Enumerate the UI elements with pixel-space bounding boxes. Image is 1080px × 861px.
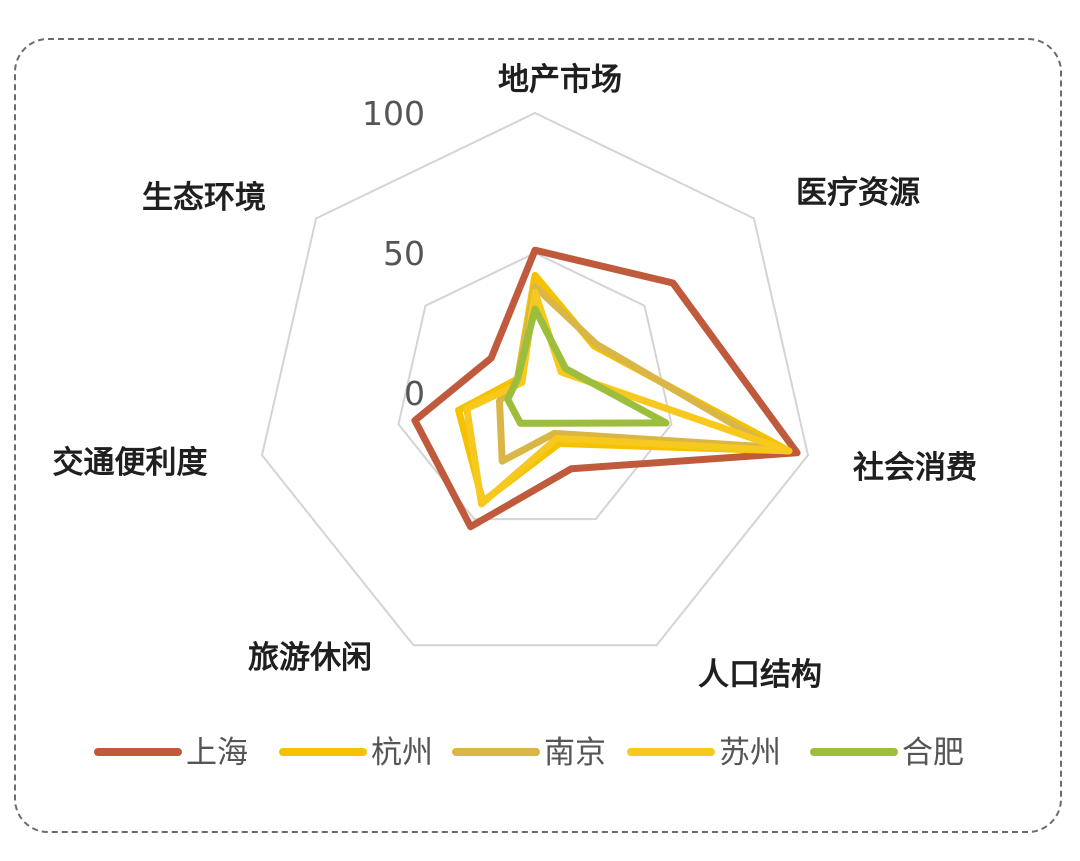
category-label-7: 生态环境 <box>142 180 266 216</box>
series-line-5 <box>504 305 670 427</box>
grid-ring-50 <box>397 251 673 521</box>
legend-label-1: 上海 <box>186 735 248 771</box>
chart-legend: 上海 杭州 南京 苏州 合肥 <box>94 735 964 771</box>
grid-ring-100 <box>260 111 810 647</box>
legend-label-4: 苏州 <box>719 735 781 771</box>
series-line-1 <box>411 246 801 531</box>
category-label-5: 旅游休闲 <box>248 640 372 676</box>
radar-grid <box>260 111 810 647</box>
legend-label-3: 南京 <box>544 735 606 771</box>
category-label-3: 社会消费 <box>853 450 977 486</box>
legend-label-2: 杭州 <box>371 735 433 771</box>
category-label-6: 交通便利度 <box>53 445 208 481</box>
tick-label-50: 50 <box>383 234 425 273</box>
legend-label-5: 合肥 <box>902 735 964 771</box>
chart-frame <box>14 38 1062 833</box>
category-label-4: 人口结构 <box>698 657 822 693</box>
radar-tick-labels: 0 50 100 <box>362 94 425 413</box>
category-label-2: 医疗资源 <box>796 175 920 211</box>
tick-label-100: 100 <box>362 94 425 133</box>
series-line-4 <box>463 288 793 508</box>
radar-series <box>411 246 801 531</box>
category-label-1: 地产市场 <box>498 62 622 98</box>
tick-label-0: 0 <box>404 374 425 413</box>
